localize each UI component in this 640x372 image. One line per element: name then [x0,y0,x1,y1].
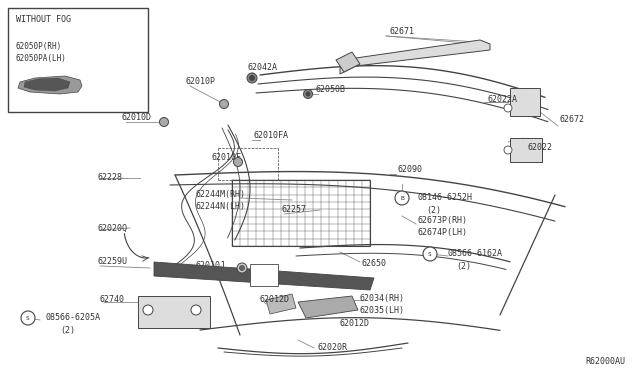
Polygon shape [138,296,210,328]
Text: 62012D: 62012D [260,295,290,305]
Circle shape [247,73,257,83]
Polygon shape [154,262,374,290]
Polygon shape [298,296,358,318]
Text: 62244M(RH): 62244M(RH) [196,189,246,199]
Polygon shape [24,78,70,91]
Polygon shape [336,52,360,72]
Polygon shape [510,138,542,162]
Text: 62671: 62671 [390,28,415,36]
Text: 62010D: 62010D [122,113,152,122]
Circle shape [191,305,201,315]
Text: 62090: 62090 [398,166,423,174]
Text: 62035(LH): 62035(LH) [360,305,405,314]
Text: 62259U: 62259U [97,257,127,266]
Circle shape [159,118,168,126]
Polygon shape [18,76,82,94]
Text: 08566-6205A: 08566-6205A [46,314,101,323]
Polygon shape [340,40,490,74]
Circle shape [250,76,255,80]
Circle shape [220,99,228,109]
Circle shape [504,104,512,112]
Text: 62672: 62672 [560,115,585,125]
Circle shape [234,157,243,167]
Text: 62050P(RH): 62050P(RH) [16,42,62,51]
Text: (2): (2) [426,205,441,215]
Text: 62020Q: 62020Q [97,224,127,232]
Circle shape [143,305,153,315]
Circle shape [237,263,247,273]
Polygon shape [266,294,296,314]
Circle shape [395,191,409,205]
Text: 62010J: 62010J [196,262,226,270]
Text: 08566-6162A: 08566-6162A [448,250,503,259]
Polygon shape [510,88,540,116]
Circle shape [306,92,310,96]
Text: 62010FA: 62010FA [254,131,289,141]
Text: 62050B: 62050B [316,86,346,94]
Text: 62740: 62740 [100,295,125,305]
Circle shape [21,311,35,325]
Circle shape [423,247,437,261]
Text: B: B [400,196,404,201]
Text: 08146-6252H: 08146-6252H [418,193,473,202]
Text: 62022A: 62022A [488,96,518,105]
Text: 62022: 62022 [528,144,553,153]
Text: 62228: 62228 [97,173,122,183]
Text: 62050PA(LH): 62050PA(LH) [16,54,67,62]
Text: 62650: 62650 [362,260,387,269]
Text: S: S [26,315,30,321]
Polygon shape [250,264,278,286]
Circle shape [239,266,244,270]
Text: WITHOUT FOG: WITHOUT FOG [16,16,71,25]
Circle shape [303,90,312,99]
Text: 62034(RH): 62034(RH) [360,294,405,302]
Text: 62010P: 62010P [186,77,216,87]
Text: S: S [428,251,432,257]
FancyBboxPatch shape [8,8,148,112]
Text: 62020R: 62020R [318,343,348,353]
Text: 62674P(LH): 62674P(LH) [418,228,468,237]
Text: R62000AU: R62000AU [585,357,625,366]
Text: 62042A: 62042A [248,64,278,73]
Text: 62257: 62257 [282,205,307,215]
Text: 62673P(RH): 62673P(RH) [418,215,468,224]
Text: 62244N(LH): 62244N(LH) [196,202,246,211]
Text: 62012D: 62012D [340,320,370,328]
Text: 62010F: 62010F [212,154,242,163]
Text: (2): (2) [60,326,75,334]
Circle shape [504,146,512,154]
Text: (2): (2) [456,262,471,270]
